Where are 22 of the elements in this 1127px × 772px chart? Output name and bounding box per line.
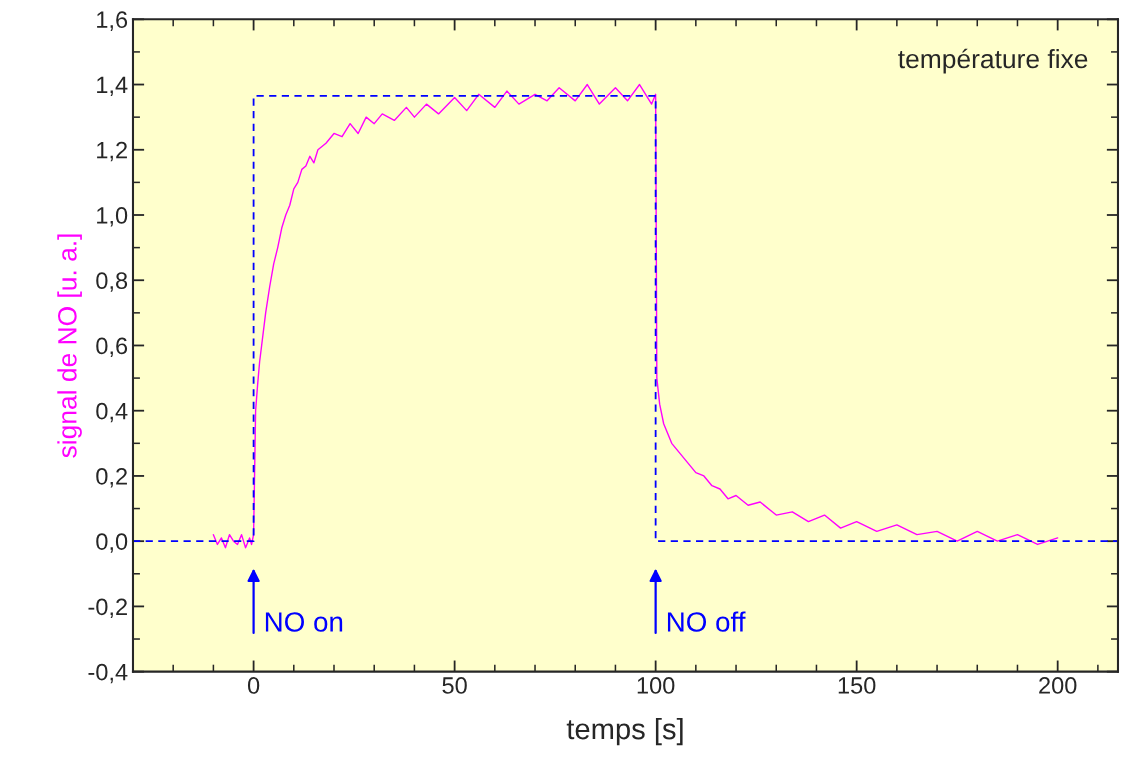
y-tick-label: 0,6 (96, 337, 128, 358)
y-tick-label: 0,4 (96, 402, 128, 423)
x-tick-label: 0 (247, 677, 260, 694)
x-tick-label: 200 (1039, 677, 1077, 694)
y-axis-title: signal de NO [u. a.] (57, 234, 82, 458)
y-tick-label: -0,2 (88, 598, 127, 618)
x-tick-label: 100 (637, 677, 675, 694)
y-tick-label: 1,0 (97, 207, 128, 227)
line-series (212, 83, 1059, 549)
annotation: NO off (667, 611, 746, 632)
annotation: NO on (265, 612, 343, 632)
x-tick-label: 50 (442, 677, 467, 694)
x-tick-label: 150 (838, 677, 876, 694)
y-tick-label: 0,2 (96, 468, 127, 488)
y-tick-label: 0,8 (96, 272, 128, 292)
y-tick-label: 1,6 (97, 11, 128, 31)
y-tick-label: 1,4 (97, 76, 128, 97)
y-tick-label: 1,2 (97, 141, 127, 162)
annotation: température fixe (898, 48, 1088, 74)
x-axis-title: temps [s] (566, 717, 683, 746)
y-tick-label: -0,4 (88, 663, 128, 684)
y-tick-label: 0,0 (96, 533, 128, 553)
